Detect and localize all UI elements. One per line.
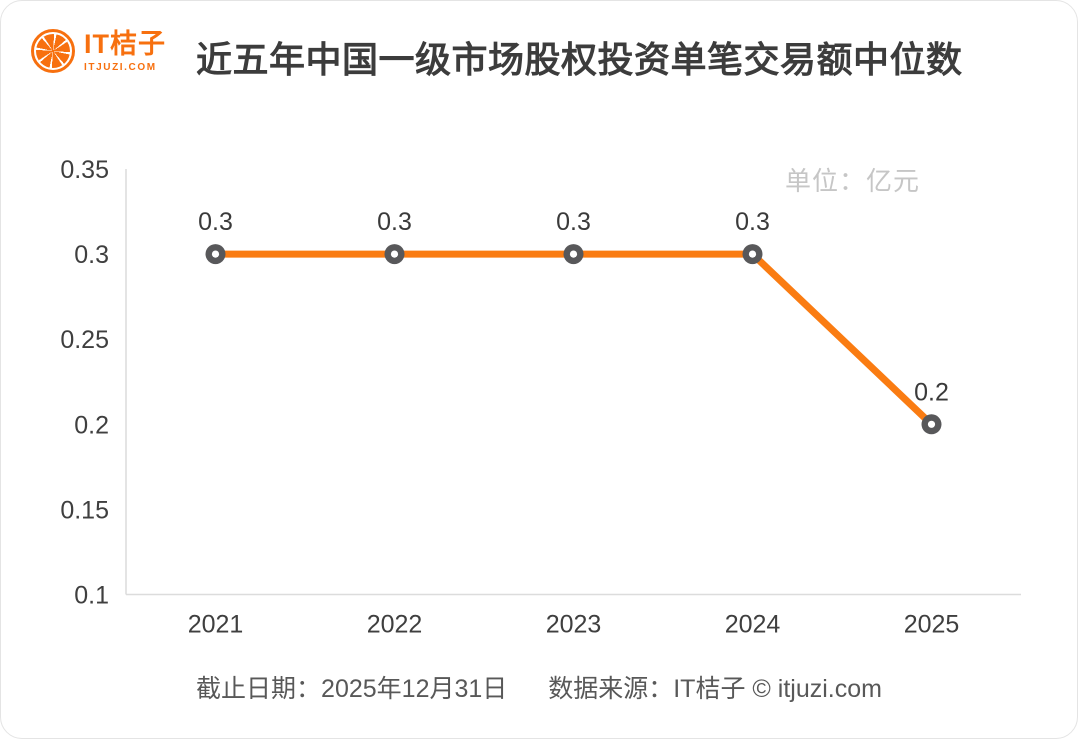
y-tick-label: 0.25 — [60, 326, 109, 354]
data-point-marker-hole — [927, 420, 936, 428]
data-point-marker-hole — [211, 250, 220, 258]
brand-name: IT桔子 — [84, 29, 166, 59]
data-point-label: 0.2 — [914, 378, 949, 406]
y-tick-label: 0.15 — [60, 496, 109, 524]
x-tick-label: 2025 — [904, 611, 960, 639]
cutoff-date-label: 截止日期：2025年12月31日 — [196, 675, 508, 703]
data-source-label: 数据来源：IT桔子 © itjuzi.com — [548, 675, 882, 703]
data-point-marker-hole — [390, 250, 399, 258]
data-point-marker-hole — [569, 250, 578, 258]
x-tick-label: 2022 — [367, 611, 423, 639]
page-title: 近五年中国一级市场股权投资单笔交易额中位数 — [196, 39, 963, 80]
y-tick-label: 0.35 — [60, 156, 109, 184]
series-line — [212, 250, 935, 428]
x-tick-label: 2024 — [725, 611, 781, 639]
logo-text: IT桔子 ITJUZI.COM — [84, 29, 166, 73]
y-tick-label: 0.1 — [74, 582, 109, 610]
orange-slice-icon — [31, 29, 75, 73]
x-tick-label: 2021 — [188, 611, 244, 639]
data-point-label: 0.3 — [377, 208, 412, 236]
data-point-marker-hole — [748, 250, 757, 258]
unit-label: 单位：亿元 — [784, 166, 920, 196]
data-point-label: 0.3 — [735, 208, 770, 236]
data-point-label: 0.3 — [198, 208, 233, 236]
brand-domain: ITJUZI.COM — [84, 62, 157, 73]
chart-footer: 截止日期：2025年12月31日 数据来源：IT桔子 © itjuzi.com — [1, 669, 1077, 705]
x-tick-label: 2023 — [546, 611, 602, 639]
data-point-label: 0.3 — [556, 208, 591, 236]
y-tick-label: 0.3 — [74, 241, 109, 269]
itjuzi-logo: IT桔子 ITJUZI.COM — [31, 29, 166, 73]
y-tick-label: 0.2 — [74, 411, 109, 439]
